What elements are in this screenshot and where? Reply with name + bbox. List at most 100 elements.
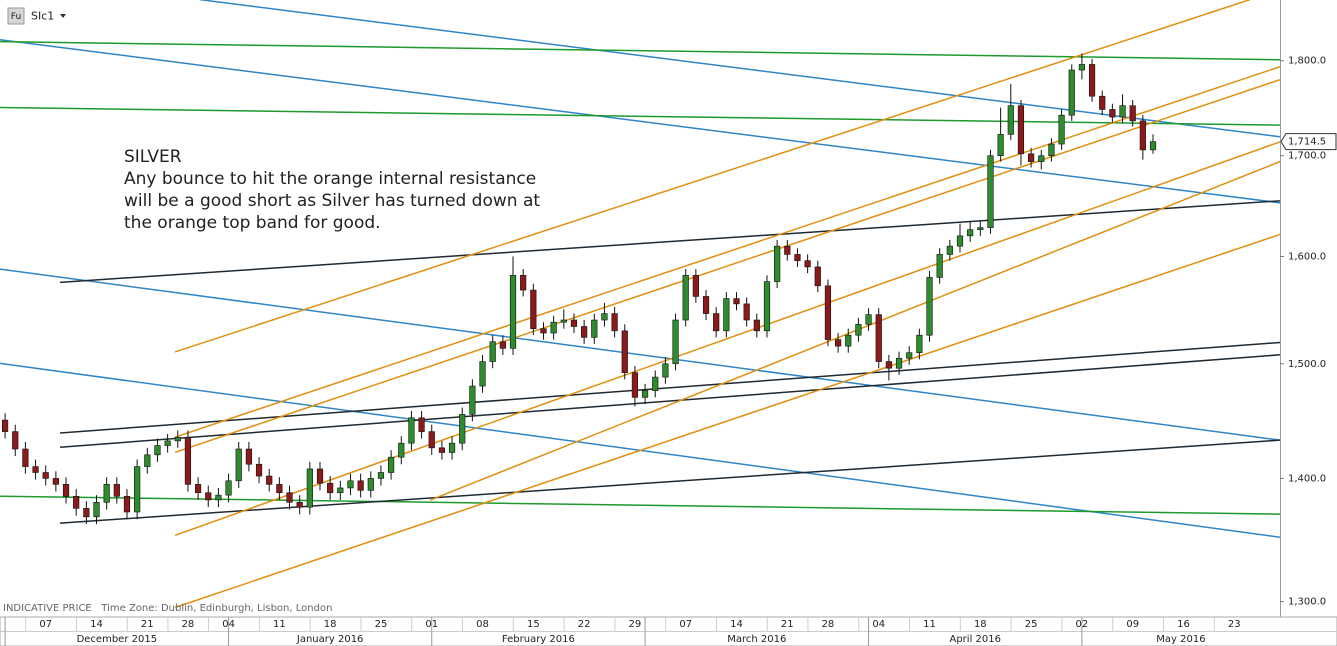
candle-body: [357, 480, 364, 491]
candle-body: [459, 414, 466, 444]
candle-body: [1068, 69, 1075, 116]
trend-line: [59, 341, 1281, 434]
candle-body: [32, 466, 39, 473]
candle-body: [438, 447, 445, 453]
candle-body: [164, 440, 171, 446]
candle-body: [83, 508, 90, 518]
candle-body: [266, 475, 273, 485]
trend-line: [174, 233, 1281, 609]
trend-line: [0, 268, 1281, 441]
candle-body: [327, 482, 334, 494]
candle-body: [235, 448, 242, 482]
candle-body: [418, 417, 425, 432]
candle-body: [570, 319, 578, 327]
y-tick-label: 1,400.0: [1288, 473, 1326, 484]
candle-body: [956, 235, 964, 247]
candle-body: [12, 431, 19, 450]
candle-body: [1017, 105, 1025, 155]
candle-body: [1007, 105, 1014, 135]
candle-body: [682, 274, 689, 321]
annotation-line: Any bounce to hit the orange internal re…: [124, 169, 536, 189]
month-label: April 2016: [949, 634, 1000, 645]
candle-body: [1099, 95, 1106, 110]
month-label: May 2016: [1156, 634, 1205, 645]
trend-line: [199, 0, 1281, 138]
y-tick-label: 1,800.0: [1288, 56, 1326, 67]
candle-body: [835, 339, 842, 347]
candle-body: [489, 341, 496, 362]
candle-body: [499, 341, 506, 349]
candle-body: [1109, 109, 1116, 118]
candle-body: [255, 463, 263, 477]
candle-body: [672, 319, 679, 365]
candle-body: [509, 274, 517, 349]
candle-body: [316, 468, 324, 484]
x-tick-label: 29: [629, 619, 642, 630]
trend-line: [429, 160, 1281, 501]
symbol-icon-text: Fu: [11, 12, 21, 22]
candle-body: [398, 442, 405, 458]
candle-body: [1088, 64, 1096, 97]
candle-body: [296, 502, 303, 508]
candle-body: [1028, 153, 1035, 162]
candle-body: [895, 357, 903, 369]
candle-body: [1119, 105, 1126, 118]
candle-body: [479, 361, 486, 387]
candle-body: [845, 334, 852, 347]
candle-body: [763, 281, 771, 332]
candle-body: [550, 321, 557, 334]
y-tick-label: 1,700.0: [1288, 151, 1326, 162]
candles: [1, 53, 1157, 525]
candle-body: [560, 319, 567, 323]
x-tick-label: 09: [1126, 619, 1139, 630]
trend-line: [0, 106, 1281, 126]
candle-body: [885, 361, 892, 369]
candle-body: [448, 442, 456, 453]
axes: 1,300.0 1,400.0 1,500.0 1,600.0 1,700.0 1,800…: [4, 56, 1337, 646]
symbol-title[interactable]: SIc1: [31, 10, 54, 23]
trend-line: [0, 495, 1281, 515]
candle-body: [987, 155, 994, 228]
candle-body: [245, 448, 252, 465]
candle-body: [824, 285, 832, 340]
candle-body: [784, 245, 791, 255]
candle-body: [581, 326, 588, 338]
candle-body: [408, 417, 415, 444]
candle-body: [347, 480, 354, 489]
x-tick-label: 16: [1177, 619, 1190, 630]
candle-body: [1129, 105, 1136, 122]
candle-body: [103, 484, 110, 503]
x-tick-label: 21: [141, 619, 154, 630]
candle-body: [367, 478, 374, 491]
candle-body: [855, 324, 862, 336]
candle-body: [641, 390, 649, 398]
candle-body: [62, 484, 70, 497]
x-tick-label: 14: [730, 619, 743, 630]
candle-body: [377, 472, 385, 479]
candle-body: [1, 419, 9, 432]
candle-body: [42, 472, 49, 479]
candle-body: [733, 298, 740, 305]
candle-body: [134, 466, 141, 513]
candle-body: [804, 260, 811, 268]
trend-lines: [0, 0, 1281, 609]
symbol-icon[interactable]: [7, 7, 25, 25]
symbol-dropdown[interactable]: [60, 14, 66, 18]
candle-body: [621, 330, 628, 373]
candle-body: [1078, 64, 1085, 71]
candle-body: [723, 298, 730, 332]
x-tick-label: 18: [974, 619, 987, 630]
candle-body: [926, 277, 933, 336]
candle-body: [225, 480, 232, 496]
candle-body: [469, 385, 476, 415]
candle-body: [946, 245, 953, 255]
x-tick-label: 14: [90, 619, 103, 630]
candle-body: [916, 334, 923, 354]
month-label: February 2016: [502, 634, 575, 645]
x-tick-label: 25: [1025, 619, 1038, 630]
candle-body: [388, 456, 395, 473]
candle-body: [652, 376, 659, 391]
candle-body: [144, 454, 151, 467]
